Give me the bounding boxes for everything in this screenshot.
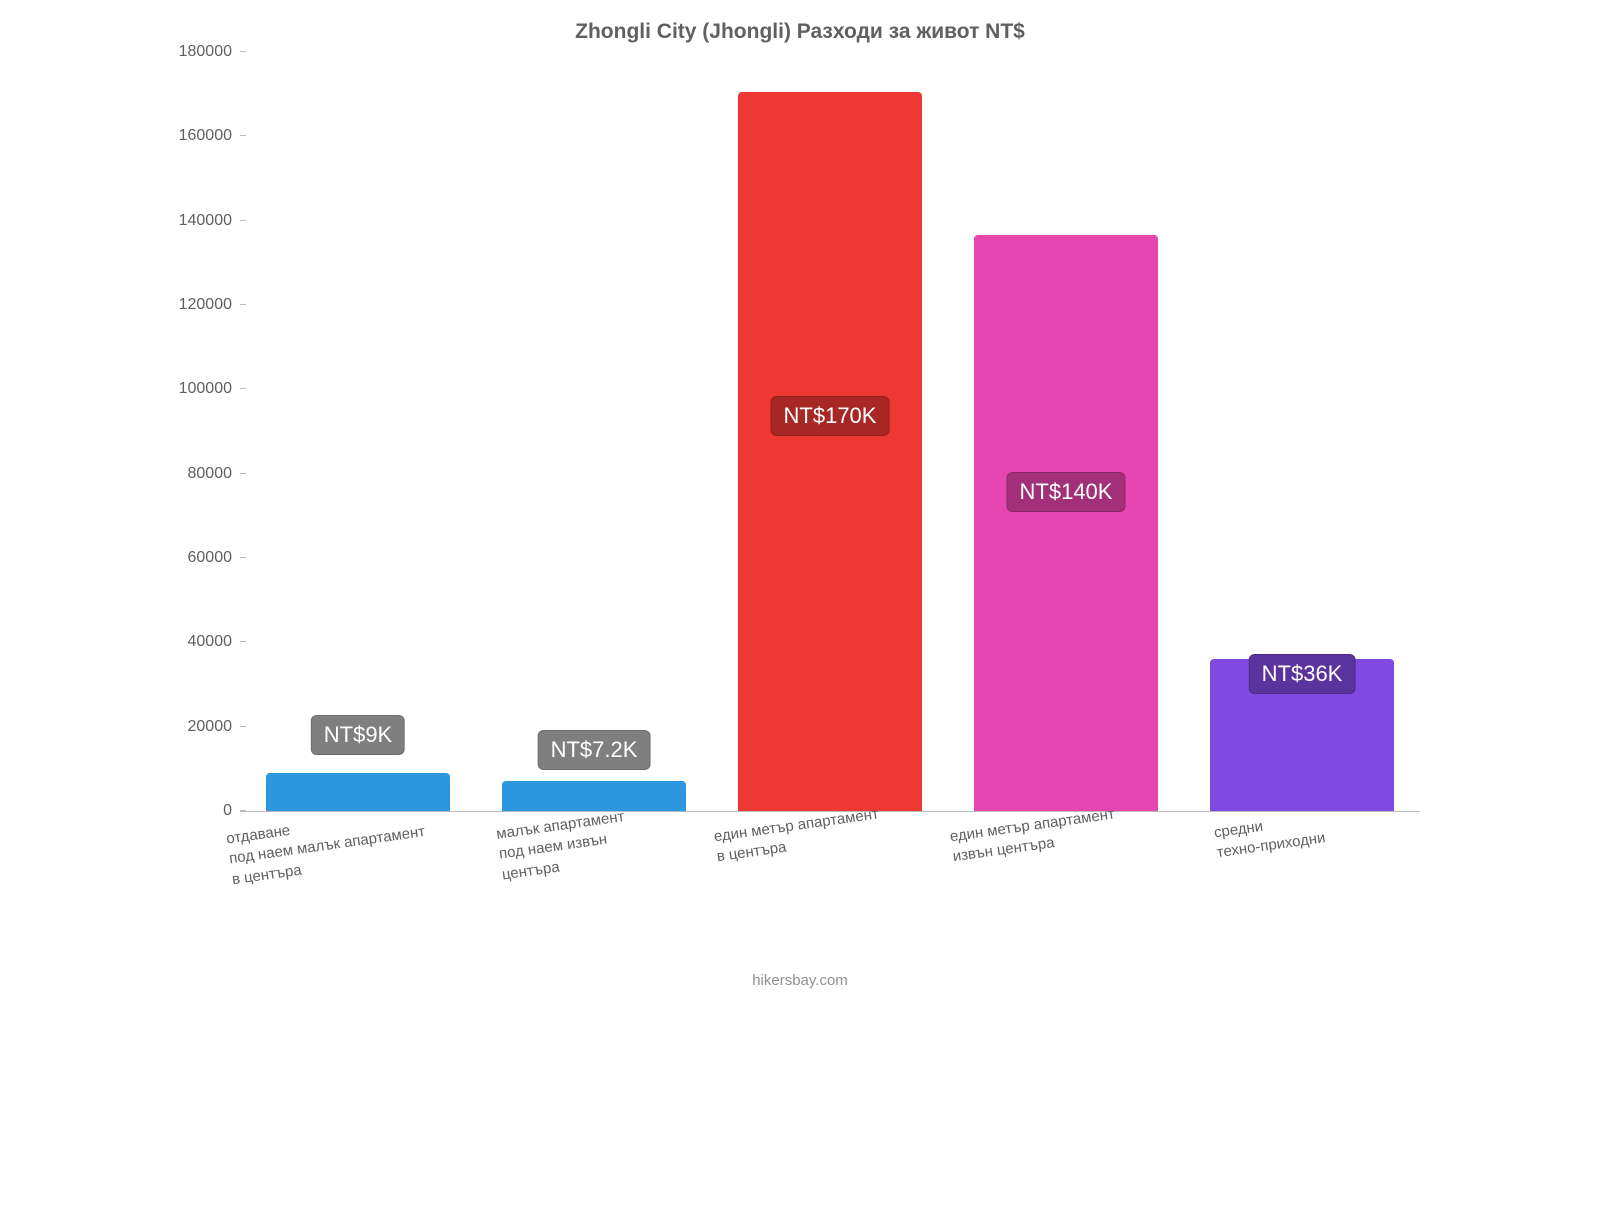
bar-value-label: NT$140K [1007,472,1126,512]
bar-slot: NT$7.2K [476,52,712,811]
bar-slot: NT$170K [712,52,948,811]
chart-title: Zhongli City (Jhongli) Разходи за живот … [160,20,1440,44]
y-tick-label: 160000 [162,127,232,145]
x-label-text: средни техно-приходни [1212,808,1326,863]
bar-value-label: NT$9K [311,715,405,755]
x-label: един метър апартамент извън центъра [948,812,1184,932]
y-tick-mark [240,388,246,389]
chart-footer: hikersbay.com [160,972,1440,989]
y-tick-mark [240,51,246,52]
y-tick-mark [240,641,246,642]
x-label-text: отдаване под наем малък апартамент в цен… [225,802,429,890]
bar-slot: NT$9K [240,52,476,811]
bar-value-label: NT$170K [771,396,890,436]
y-tick-mark [240,557,246,558]
y-tick-label: 120000 [162,296,232,314]
bar [266,773,450,811]
y-tick-mark [240,135,246,136]
plot-area: 0200004000060000800001000001200001400001… [240,52,1420,812]
bar-slot: NT$140K [948,52,1184,811]
x-label: средни техно-приходни [1184,812,1420,932]
y-tick-mark [240,726,246,727]
bar [738,92,922,811]
bar [502,781,686,811]
bar-value-label: NT$36K [1249,654,1356,694]
y-axis: 0200004000060000800001000001200001400001… [160,52,240,811]
bar [974,235,1158,811]
x-label-text: един метър апартамент в центъра [712,804,882,867]
x-label: един метър апартамент в центъра [712,812,948,932]
y-tick-mark [240,473,246,474]
y-tick-mark [240,304,246,305]
y-tick-label: 60000 [162,549,232,567]
bars-group: NT$9K NT$7.2K NT$170K NT$140K NT$36K [240,52,1420,811]
y-tick-label: 140000 [162,212,232,230]
x-axis-labels: отдаване под наем малък апартамент в цен… [240,812,1420,932]
y-tick-mark [240,810,246,811]
x-label: отдаване под наем малък апартамент в цен… [240,812,476,932]
x-label-text: малък апартамент под наем извън центъра [495,807,631,885]
y-tick-label: 100000 [162,380,232,398]
x-label-text: един метър апартамент извън центъра [948,804,1118,867]
chart-container: Zhongli City (Jhongli) Разходи за живот … [160,20,1440,980]
y-tick-label: 0 [162,802,232,820]
bar-slot: NT$36K [1184,52,1420,811]
y-tick-mark [240,220,246,221]
x-label: малък апартамент под наем извън центъра [476,812,712,932]
y-tick-label: 180000 [162,43,232,61]
y-tick-label: 40000 [162,633,232,651]
y-tick-label: 20000 [162,718,232,736]
bar-value-label: NT$7.2K [538,730,651,770]
y-tick-label: 80000 [162,465,232,483]
